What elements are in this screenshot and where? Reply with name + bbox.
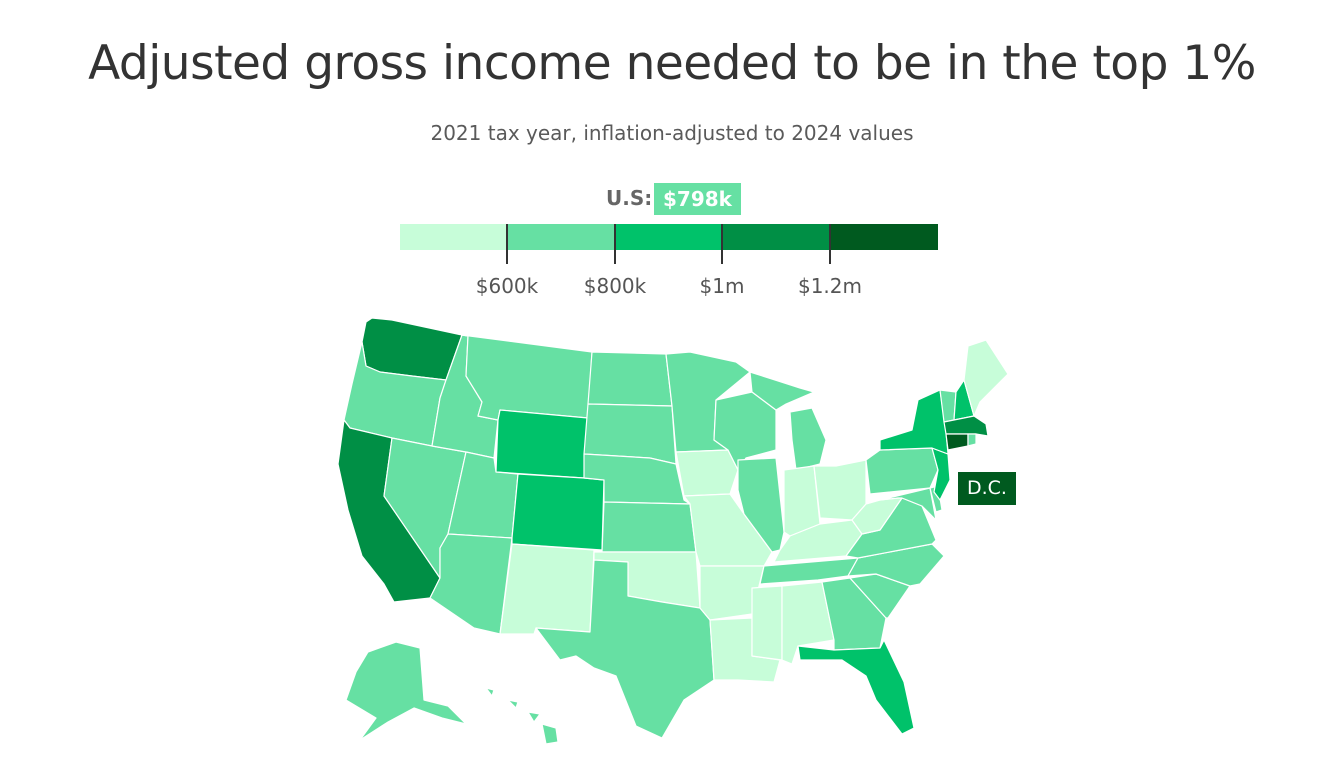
legend-bin-2 (507, 224, 616, 250)
state-az[interactable] (429, 533, 513, 635)
color-legend (400, 224, 938, 250)
state-nm[interactable] (499, 543, 595, 635)
state-ks[interactable] (601, 501, 697, 553)
state-ca[interactable] (337, 419, 441, 603)
state-wy[interactable] (495, 409, 589, 479)
legend-bin-4 (722, 224, 831, 250)
state-in[interactable] (783, 465, 821, 537)
chart-title: Adjusted gross income needed to be in th… (88, 36, 1256, 91)
legend-tick-800k (614, 224, 616, 264)
legend-tick-1-2m (829, 224, 831, 264)
state-co[interactable] (511, 473, 605, 551)
us-state-map (337, 317, 1009, 745)
state-ak[interactable] (345, 641, 467, 741)
state-ct[interactable] (945, 433, 969, 451)
legend-tick-600k (506, 224, 508, 264)
state-il[interactable] (737, 457, 785, 553)
legend-tick-1m (721, 224, 723, 264)
state-ri[interactable] (967, 433, 977, 447)
legend-bin-1 (400, 224, 508, 250)
us-average-badge: $798k (654, 183, 741, 215)
chart-subtitle: 2021 tax year, inflation-adjusted to 202… (430, 121, 914, 145)
state-tx[interactable] (535, 559, 715, 739)
state-pa[interactable] (865, 447, 939, 495)
state-hi[interactable] (485, 687, 559, 745)
state-ia[interactable] (675, 449, 739, 497)
legend-tick-label-1-2m: $1.2m (797, 274, 862, 298)
legend-tick-label-600k: $600k (475, 274, 539, 298)
state-ny[interactable] (879, 389, 949, 455)
legend-tick-label-800k: $800k (583, 274, 647, 298)
dc-label: D.C. (958, 472, 1016, 505)
state-nd[interactable] (587, 351, 673, 407)
state-me[interactable] (963, 339, 1009, 417)
state-oh[interactable] (813, 459, 867, 521)
state-ms[interactable] (751, 585, 783, 661)
legend-tick-label-1m: $1m (699, 274, 745, 298)
legend-bin-5 (830, 224, 938, 250)
state-tn[interactable] (759, 557, 859, 585)
state-fl[interactable] (797, 639, 915, 735)
state-ar[interactable] (699, 565, 765, 621)
state-mt[interactable] (461, 334, 593, 421)
legend-bin-3 (615, 224, 723, 250)
state-mi[interactable] (749, 371, 827, 471)
us-average-label: U.S: (606, 186, 653, 210)
